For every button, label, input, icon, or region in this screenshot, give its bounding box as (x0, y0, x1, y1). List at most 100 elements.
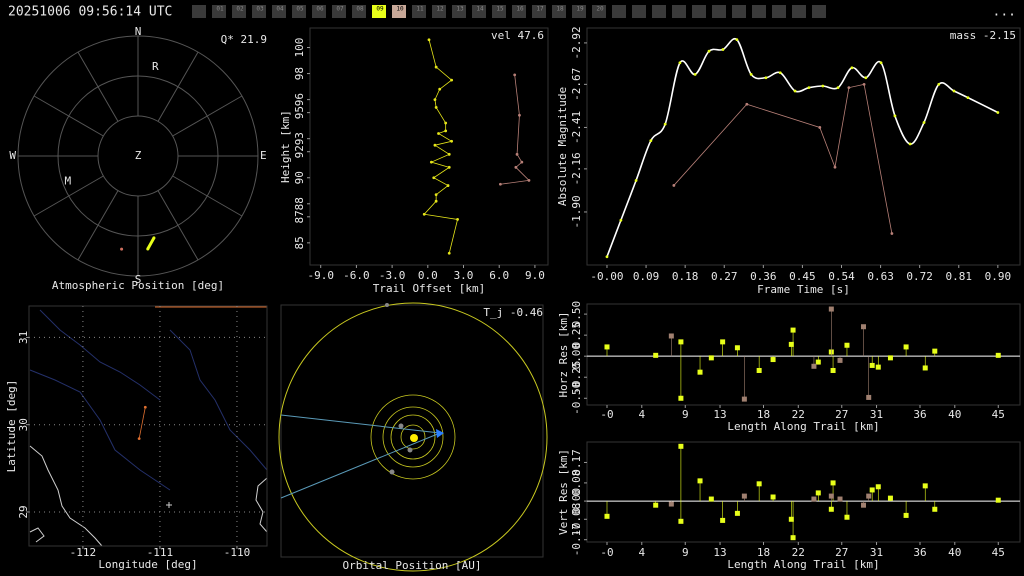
tab[interactable] (392, 5, 406, 18)
series-point (514, 165, 518, 169)
tab[interactable] (252, 5, 266, 18)
residual-point (932, 506, 938, 512)
tab-label: 03 (256, 6, 264, 13)
tab[interactable] (352, 5, 366, 18)
residual-point (866, 394, 872, 400)
x-tick-label: 6.0 (489, 269, 509, 282)
residual-point (790, 535, 796, 541)
tab[interactable] (212, 5, 226, 18)
residual-point (932, 348, 938, 354)
series-point (952, 89, 956, 93)
residual-point (828, 493, 834, 499)
series-point (850, 66, 854, 70)
menu[interactable]: ... (993, 5, 1016, 20)
plot-frame (28, 305, 268, 547)
tab[interactable] (232, 5, 246, 18)
tab[interactable] (432, 5, 446, 18)
y-tick-label: 0.08 (570, 470, 583, 497)
residual-point (887, 495, 893, 501)
series-point (745, 102, 749, 106)
series-point (749, 73, 753, 76)
residual-point (903, 344, 909, 350)
tab[interactable] (272, 5, 286, 18)
series-point (807, 86, 811, 90)
x-tick-label: 0.18 (672, 270, 699, 283)
tab[interactable] (592, 5, 606, 18)
series-point (922, 121, 926, 124)
tab-label: 13 (456, 6, 464, 13)
x-tick-label: 31 (870, 408, 883, 421)
series-point (672, 184, 676, 187)
residual-point (790, 327, 796, 333)
series-point (143, 405, 147, 409)
y-tick-label: -2.67 (570, 68, 583, 101)
residual-point (720, 339, 726, 345)
direction: E (260, 149, 267, 162)
tab-label: 05 (296, 6, 304, 13)
y-tick-label: 98 (293, 67, 306, 80)
residual-point (866, 493, 872, 499)
x-tick-label: 4 (638, 408, 645, 421)
tab[interactable] (572, 5, 586, 18)
series-point (619, 218, 623, 222)
y-tick-label: 0.17 (570, 449, 583, 476)
tab-label: 06 (316, 6, 324, 13)
direction: N (135, 25, 142, 38)
tab[interactable] (472, 5, 486, 18)
tab[interactable] (292, 5, 306, 18)
residual-point (741, 396, 747, 402)
x-tick-label: 36 (913, 546, 926, 559)
series-point (447, 152, 451, 156)
residual-point (837, 496, 843, 502)
y-tick-label: -2.16 (570, 152, 583, 185)
series-point (836, 86, 840, 90)
x-tick-label: 13 (713, 408, 726, 421)
x-axis-label: Frame Time [s] (757, 283, 850, 296)
tab[interactable] (412, 5, 426, 18)
residual-point (734, 510, 740, 516)
series-point (996, 111, 1000, 114)
tab[interactable] (372, 5, 386, 18)
tab[interactable] (552, 5, 566, 18)
series-point (456, 218, 459, 221)
series-point (605, 255, 609, 259)
x-tick-label: -9.0 (307, 269, 334, 282)
x-tick-label: 9 (682, 546, 689, 559)
tab[interactable] (332, 5, 346, 18)
residual-point (995, 352, 1001, 358)
tab-slot (792, 5, 806, 18)
series-point (908, 142, 912, 146)
residual-point (756, 481, 762, 487)
x-tick-label: -112 (70, 546, 97, 559)
series-point (450, 78, 454, 82)
annotation: Q* 21.9 (221, 33, 267, 46)
residual-point (815, 359, 821, 365)
tab[interactable] (492, 5, 506, 18)
series-point (518, 113, 521, 117)
tab-slot (672, 5, 686, 18)
tab[interactable] (532, 5, 546, 18)
series-point (818, 126, 822, 129)
tab-slot (612, 5, 626, 18)
residual-point (995, 497, 1001, 503)
polar-spoke (33, 175, 104, 217)
y-tick-label: -0.08 (570, 503, 583, 536)
residual-point (770, 494, 776, 500)
tab[interactable] (452, 5, 466, 18)
series-point (429, 160, 433, 164)
polar-spoke (77, 190, 119, 261)
tab[interactable] (512, 5, 526, 18)
x-tick-label: 45 (992, 546, 1005, 559)
x-tick-label: -0 (600, 408, 613, 421)
tab-label: 08 (356, 6, 364, 13)
y-tick-label: -0.25 (570, 361, 583, 394)
annotation: vel 47.6 (491, 29, 544, 42)
x-tick-label: -6.0 (343, 269, 370, 282)
y-axis-label: Vert Res [km] (557, 449, 570, 535)
tab[interactable] (312, 5, 326, 18)
series-point (444, 129, 448, 133)
series-point (966, 96, 970, 100)
y-tick-label: -0.17 (570, 523, 583, 556)
y-tick-label: 100 (293, 38, 306, 58)
